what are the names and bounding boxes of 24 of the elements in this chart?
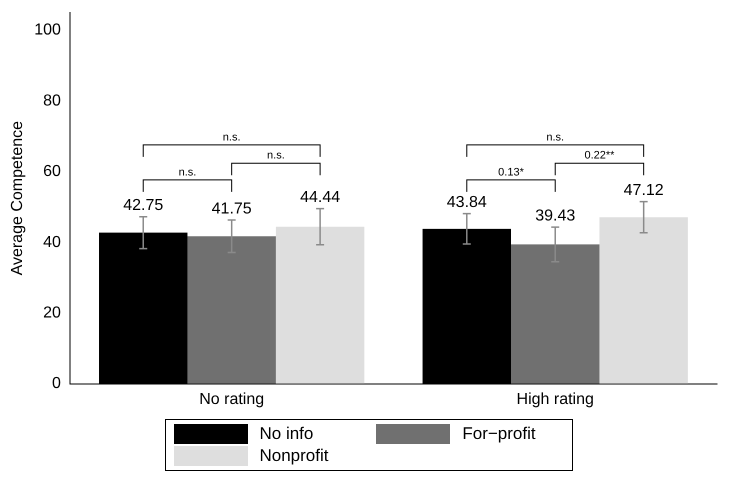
annotation: n.s. bbox=[546, 131, 564, 144]
data-label: 44.44 bbox=[300, 189, 340, 206]
y-axis-title: Average Competence bbox=[9, 120, 26, 276]
legend-label: No info bbox=[260, 424, 314, 444]
y-tick-label: 0 bbox=[52, 375, 61, 392]
annotation: n.s. bbox=[267, 150, 285, 162]
data-label: 43.84 bbox=[446, 194, 487, 212]
legend-label: Nonprofit bbox=[260, 446, 328, 466]
y-tick-label: 60 bbox=[43, 163, 61, 180]
x-tick-label: High rating bbox=[516, 390, 594, 408]
data-label: 47.12 bbox=[624, 182, 664, 200]
annotation: n.s. bbox=[222, 131, 241, 144]
annotation: 0.13* bbox=[498, 166, 525, 178]
y-tick-label: 40 bbox=[43, 234, 61, 251]
y-tick-label: 100 bbox=[34, 22, 61, 39]
y-tick-label: 80 bbox=[43, 92, 61, 110]
data-label: 42.75 bbox=[123, 197, 164, 214]
annotation: n.s. bbox=[178, 166, 196, 178]
annotation: 0.22** bbox=[584, 150, 616, 162]
legend-label: For−profit bbox=[462, 424, 536, 444]
x-tick-label: No rating bbox=[199, 390, 264, 408]
data-label: 39.43 bbox=[535, 207, 576, 224]
data-label: 41.75 bbox=[212, 200, 252, 218]
y-tick-label: 20 bbox=[43, 304, 61, 322]
